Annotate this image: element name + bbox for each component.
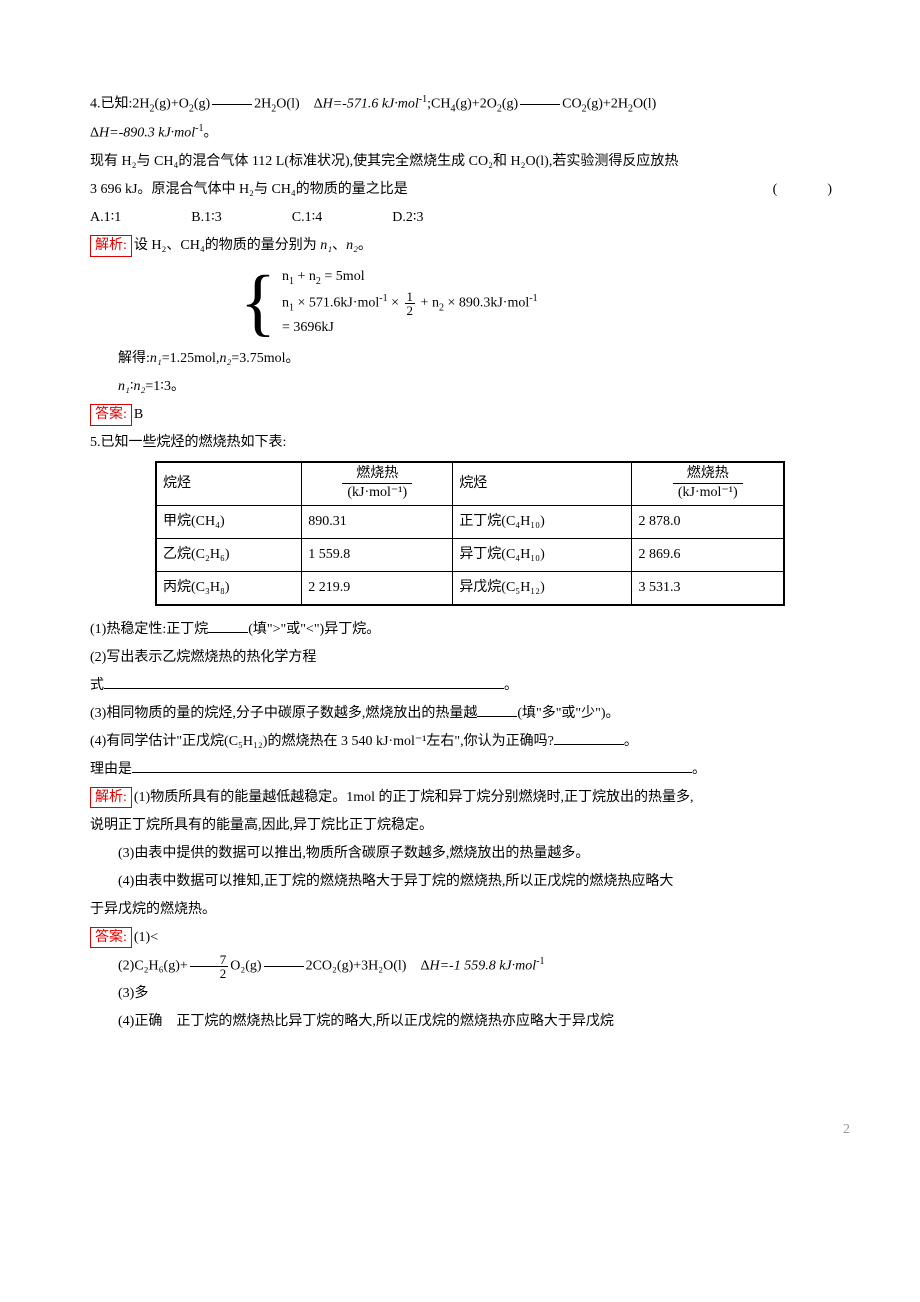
reaction-arrow-icon — [264, 966, 304, 967]
analysis-label: 解析: — [90, 787, 132, 809]
answer-paren: ( ) — [773, 176, 850, 204]
q4-line2: ΔH=-890.3 kJ·mol-1。 — [90, 119, 850, 148]
q4-solve1: 解得:n₁=1.25mol,n₂=3.75mol。 — [90, 345, 850, 373]
q4-equation-system: { n1 + n2 = 5mol n1 × 571.6kJ·mol-1 × 12… — [240, 266, 850, 339]
q5-a4: (4)正确 正丁烷的燃烧热比异丁烷的略大,所以正戊烷的燃烧热亦应略大于异戊烷 — [90, 1008, 850, 1036]
q5-p1: (1)热稳定性:正丁烷(填">"或"<")异丁烷。 — [90, 616, 850, 644]
q5-analysis1b: 说明正丁烷所具有的能量高,因此,异丁烷比正丁烷稳定。 — [90, 812, 850, 840]
answer-label: 答案: — [90, 927, 132, 949]
blank — [132, 758, 692, 773]
q5-a2: (2)C₂H₆(g)+72O₂(g)2CO₂(g)+3H₂O(l) ΔH=-1 … — [90, 952, 850, 981]
q4-solve2: n₁∶n₂=1∶3。 — [90, 373, 850, 401]
blank — [208, 618, 248, 633]
q5-p4b: 理由是。 — [90, 756, 850, 784]
q4-body1: 现有 H₂与 CH₄的混合气体 112 L(标准状况),使其完全燃烧生成 CO₂… — [90, 148, 850, 176]
blank — [104, 674, 504, 689]
q5-prefix: 5. — [90, 435, 101, 450]
q5-intro: 5.已知一些烷烃的燃烧热如下表: — [90, 429, 850, 457]
q5-answer: 答案:(1)< — [90, 924, 850, 952]
blank — [554, 730, 624, 745]
q5-analysis3: (3)由表中提供的数据可以推出,物质所含碳原子数越多,燃烧放出的热量越多。 — [90, 840, 850, 868]
choice-a: A.1∶1 — [90, 204, 121, 232]
choice-d: D.2∶3 — [392, 204, 423, 232]
th-heat: 燃烧热(kJ·mol⁻¹) — [302, 462, 453, 505]
q5-analysis4b: 于异戊烷的燃烧热。 — [90, 896, 850, 924]
q5-p3: (3)相同物质的量的烷烃,分子中碳原子数越多,燃烧放出的热量越(填"多"或"少"… — [90, 700, 850, 728]
choice-b: B.1∶3 — [191, 204, 221, 232]
blank — [477, 702, 517, 717]
q4-body2: 3 696 kJ。原混合气体中 H₂与 CH₄的物质的量之比是 ( ) — [90, 176, 850, 204]
q4-prefix: 4. — [90, 97, 101, 112]
q4-answer: 答案:B — [90, 401, 850, 429]
choice-c: C.1∶4 — [292, 204, 322, 232]
q5-analysis1: 解析:(1)物质所具有的能量越低越稳定。1mol 的正丁烷和异丁烷分别燃烧时,正… — [90, 784, 850, 812]
th-heat: 燃烧热(kJ·mol⁻¹) — [632, 462, 784, 505]
reaction-arrow-icon — [212, 104, 252, 105]
q4-analysis: 解析:设 H₂、CH₄的物质的量分别为 n₁、n₂。 — [90, 232, 850, 260]
answer-label: 答案: — [90, 404, 132, 426]
q4-line1: 4.已知:2H2(g)+O2(g)2H2O(l) ΔH=-571.6 kJ·mo… — [90, 90, 850, 119]
analysis-label: 解析: — [90, 235, 132, 257]
q5-p2a: (2)写出表示乙烷燃烧热的热化学方程 — [90, 644, 850, 672]
reaction-arrow-icon — [520, 104, 560, 105]
page-number: 2 — [90, 1116, 850, 1144]
q5-a3: (3)多 — [90, 980, 850, 1008]
combustion-heat-table: 烷烃 燃烧热(kJ·mol⁻¹) 烷烃 燃烧热(kJ·mol⁻¹) 甲烷(CH₄… — [155, 461, 785, 605]
brace-icon: { — [240, 272, 276, 334]
table-row: 甲烷(CH₄) 890.31 正丁烷(C₄H₁₀) 2 878.0 — [156, 505, 784, 538]
th-alkane: 烷烃 — [453, 462, 632, 505]
th-alkane: 烷烃 — [156, 462, 302, 505]
q4-choices: A.1∶1 B.1∶3 C.1∶4 D.2∶3 — [90, 204, 850, 232]
table-row: 丙烷(C₃H₈) 2 219.9 异戊烷(C₅H₁₂) 3 531.3 — [156, 571, 784, 605]
q5-p4a: (4)有同学估计"正戊烷(C₅H₁₂)的燃烧热在 3 540 kJ·mol⁻¹左… — [90, 728, 850, 756]
q5-analysis4a: (4)由表中数据可以推知,正丁烷的燃烧热略大于异丁烷的燃烧热,所以正戊烷的燃烧热… — [90, 868, 850, 896]
q5-p2b: 式。 — [90, 672, 850, 700]
table-row: 乙烷(C₂H₆) 1 559.8 异丁烷(C₄H₁₀) 2 869.6 — [156, 538, 784, 571]
